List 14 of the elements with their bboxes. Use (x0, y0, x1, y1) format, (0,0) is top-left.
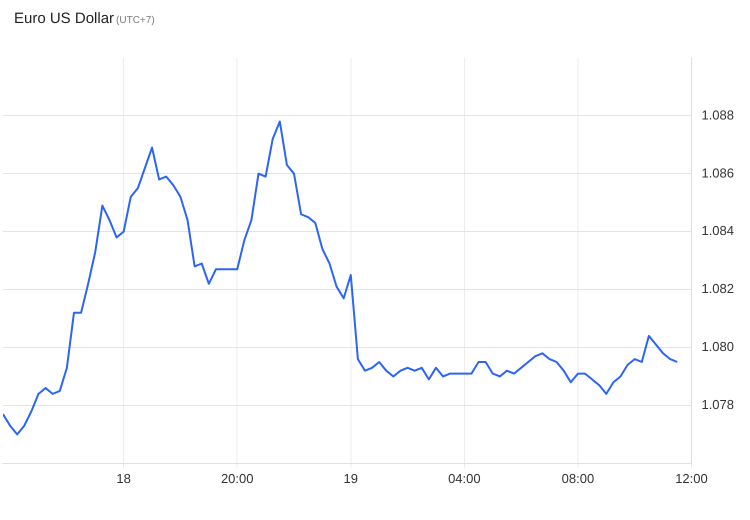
x-tick-label: 20:00 (220, 470, 254, 486)
y-tick-label: 1.086 (701, 165, 734, 180)
y-tick-label: 1.080 (701, 339, 734, 354)
y-tick-label: 1.082 (701, 281, 734, 296)
chart-subtitle: (UTC+7) (116, 15, 155, 26)
y-tick-label: 1.088 (701, 107, 734, 122)
y-tick-label: 1.078 (701, 397, 734, 412)
y-tick-label: 1.084 (701, 223, 734, 238)
x-tick-label: 08:00 (562, 470, 594, 486)
chart-title: Euro US Dollar (14, 10, 114, 27)
x-tick-label: 12:00 (675, 470, 708, 486)
x-tick-label: 19 (344, 470, 358, 486)
x-tick-label: 18 (116, 470, 131, 486)
x-tick-label: 04:00 (448, 470, 481, 486)
